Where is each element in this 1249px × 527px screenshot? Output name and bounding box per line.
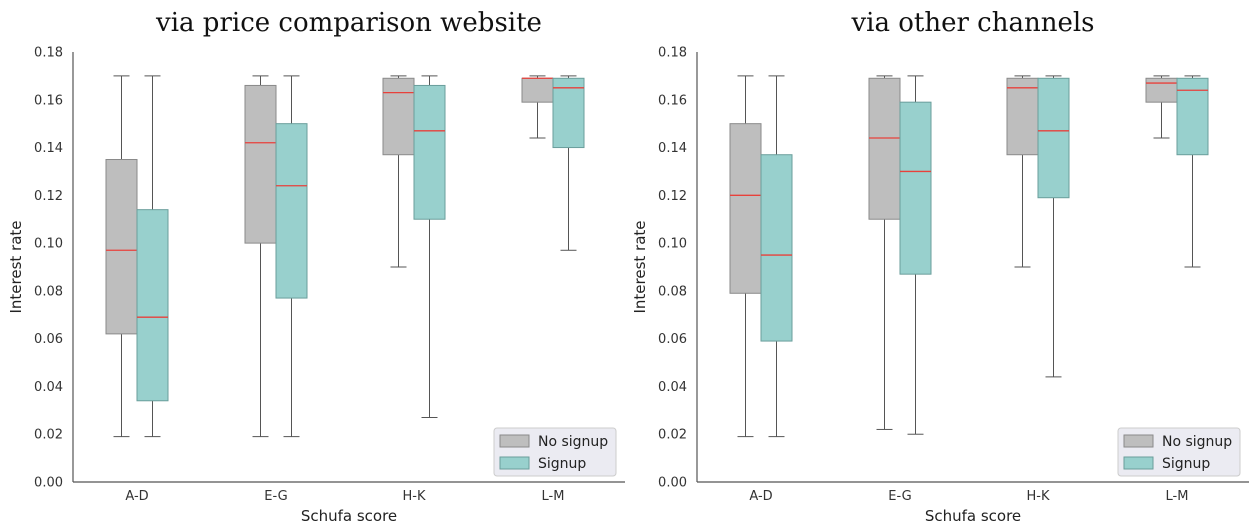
- x-tick-label: E-G: [264, 489, 287, 504]
- y-tick-label: 0.02: [34, 428, 63, 443]
- y-tick-label: 0.04: [34, 380, 63, 395]
- box-signup-h-k: [1037, 75, 1070, 378]
- y-tick-label: 0.10: [34, 237, 63, 252]
- box-signup-e-g: [275, 75, 308, 438]
- x-tick-label: A-D: [749, 489, 772, 504]
- iqr-box: [868, 77, 901, 220]
- y-tick-label: 0.12: [658, 189, 687, 204]
- iqr-box: [105, 159, 138, 335]
- box-signup-l-m: [552, 75, 585, 251]
- box-signup-a-d: [760, 75, 793, 438]
- chart-title: via price comparison website: [155, 8, 542, 38]
- box-signup-e-g: [899, 75, 932, 435]
- iqr-box: [136, 209, 169, 402]
- iqr-box: [413, 84, 446, 220]
- chart-panel-1: via price comparison website 0.00 0.02 0.04…: [7, 8, 625, 525]
- y-tick-label: 0.02: [658, 428, 687, 443]
- iqr-box: [552, 77, 585, 149]
- iqr-box: [521, 77, 554, 103]
- x-tick-label: L-M: [542, 489, 565, 504]
- y-tick-label: 0.08: [34, 284, 63, 299]
- y-tick-label: 0.18: [658, 46, 687, 61]
- y-tick-label: 0.14: [34, 141, 63, 156]
- iqr-box: [899, 101, 932, 275]
- y-tick-label: 0.16: [34, 93, 63, 108]
- legend-label: Signup: [1162, 456, 1210, 472]
- y-tick-label: 0.16: [658, 93, 687, 108]
- x-tick-label: L-M: [1166, 489, 1189, 504]
- box-no-signup-a-d: [729, 75, 762, 438]
- y-axis-label: Interest rate: [7, 220, 25, 313]
- box-signup-a-d: [136, 75, 169, 438]
- box-no-signup-l-m: [1145, 75, 1178, 139]
- iqr-box: [275, 123, 308, 299]
- legend: No signup Signup: [493, 427, 617, 477]
- chart-panel-2: via other channels 0.00 0.02 0.04 0.06 0.08 0.…: [631, 8, 1249, 525]
- x-tick-label: E-G: [888, 489, 911, 504]
- legend-label: No signup: [538, 434, 608, 450]
- y-axis-label: Interest rate: [631, 220, 649, 313]
- x-axis-label: Schufa score: [925, 507, 1021, 525]
- box-no-signup-h-k: [382, 75, 415, 268]
- iqr-box: [729, 123, 762, 294]
- y-tick-label: 0.12: [34, 189, 63, 204]
- legend: No signup Signup: [1117, 427, 1241, 477]
- iqr-box: [1006, 77, 1039, 156]
- iqr-box: [1037, 77, 1070, 199]
- box-no-signup-e-g: [244, 75, 277, 438]
- iqr-box: [244, 84, 277, 244]
- y-tick-label: 0.18: [34, 46, 63, 61]
- box-no-signup-l-m: [521, 75, 554, 139]
- iqr-box: [760, 154, 793, 342]
- iqr-box: [1145, 77, 1178, 103]
- y-tick-label: 0.04: [658, 380, 687, 395]
- box-no-signup-a-d: [105, 75, 138, 438]
- legend-swatch: [1123, 434, 1154, 448]
- box-signup-l-m: [1176, 75, 1209, 268]
- x-tick-label: H-K: [403, 489, 426, 504]
- x-tick-label: H-K: [1027, 489, 1050, 504]
- y-tick-label: 0.06: [658, 332, 687, 347]
- y-tick-label: 0.10: [658, 237, 687, 252]
- legend-swatch: [1123, 456, 1154, 470]
- box-signup-h-k: [413, 75, 446, 418]
- chart-title: via other channels: [850, 8, 1094, 38]
- iqr-box: [1176, 77, 1209, 156]
- y-tick-label: 0.14: [658, 141, 687, 156]
- legend-label: Signup: [538, 456, 586, 472]
- y-tick-label: 0.00: [34, 476, 63, 491]
- box-no-signup-h-k: [1006, 75, 1039, 268]
- y-tick-label: 0.08: [658, 284, 687, 299]
- x-tick-label: A-D: [125, 489, 148, 504]
- legend-label: No signup: [1162, 434, 1232, 450]
- y-tick-label: 0.00: [658, 476, 687, 491]
- box-no-signup-e-g: [868, 75, 901, 430]
- iqr-box: [382, 77, 415, 156]
- legend-swatch: [499, 434, 530, 448]
- x-axis-label: Schufa score: [301, 507, 397, 525]
- legend-swatch: [499, 456, 530, 470]
- y-tick-label: 0.06: [34, 332, 63, 347]
